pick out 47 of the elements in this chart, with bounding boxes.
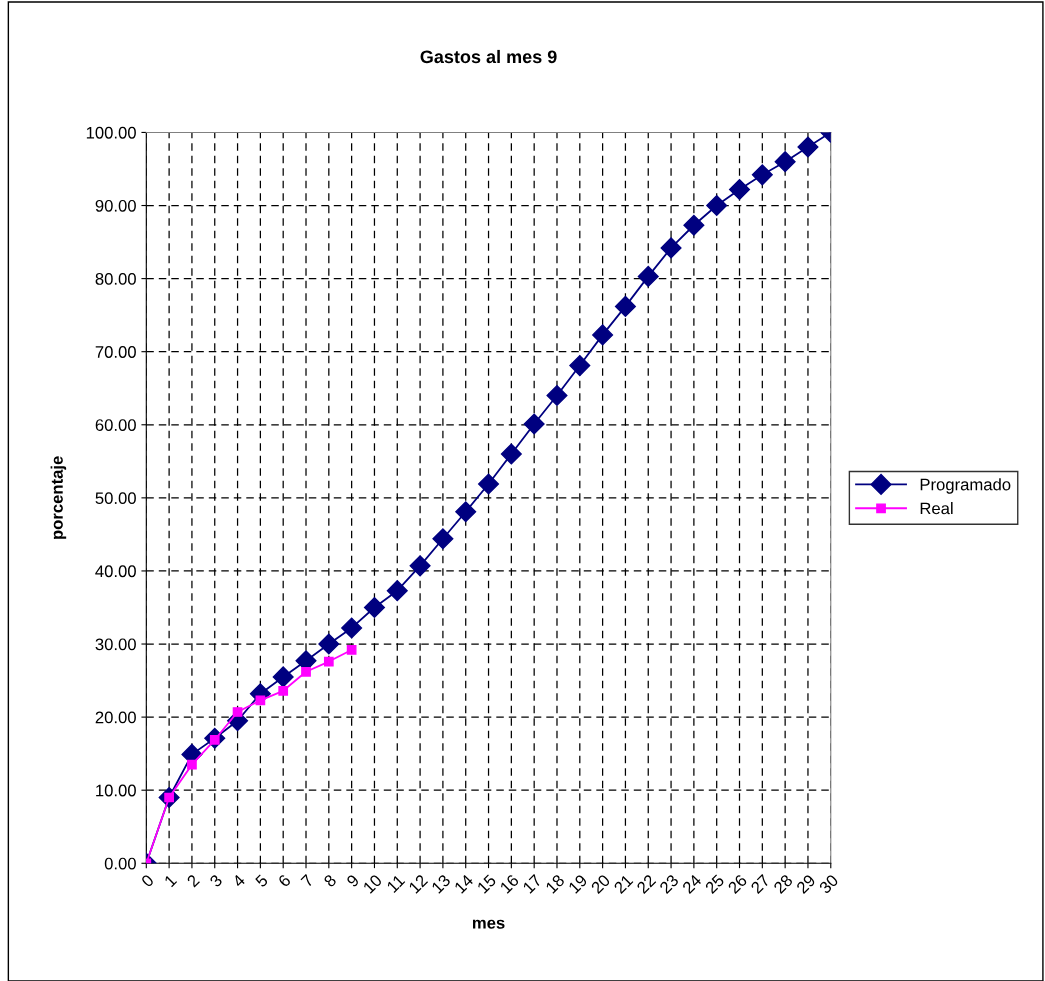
chart-title: Gastos al mes 9 bbox=[420, 49, 557, 64]
x-tick-label: 6 bbox=[277, 873, 292, 888]
x-tick-label: 26 bbox=[727, 873, 748, 895]
x-tick-label: 13 bbox=[431, 873, 452, 894]
y-tick-label: 0.00 bbox=[104, 857, 136, 870]
x-tick-label: 19 bbox=[567, 873, 588, 894]
y-tick-label: 50.00 bbox=[95, 492, 136, 505]
y-tick-label: 90.00 bbox=[95, 199, 136, 212]
x-tick-label: 5 bbox=[254, 873, 269, 888]
y-tick-label: 70.00 bbox=[95, 346, 136, 358]
x-tick-label: 12 bbox=[408, 873, 429, 894]
x-tick-label: 23 bbox=[658, 873, 680, 895]
x-tick-label: 21 bbox=[613, 873, 634, 895]
x-tick-label: 1 bbox=[163, 874, 178, 888]
x-tick-label: 0 bbox=[140, 873, 155, 888]
x-tick-label: 22 bbox=[636, 873, 657, 895]
x-tick-label: 24 bbox=[681, 873, 703, 895]
x-tick-label: 25 bbox=[704, 873, 725, 895]
x-axis-title: mes bbox=[472, 919, 505, 929]
x-tick-label: 15 bbox=[476, 873, 497, 894]
y-axis-title: porcentaje bbox=[50, 456, 67, 539]
y-tick-label: 10.00 bbox=[96, 784, 136, 797]
x-tick-label: 16 bbox=[499, 873, 520, 894]
x-tick-label: 9 bbox=[345, 873, 360, 888]
y-tick-label: 20.00 bbox=[95, 711, 136, 724]
x-tick-label: 14 bbox=[453, 873, 474, 894]
x-tick-label: 8 bbox=[323, 873, 337, 888]
x-tick-label: 30 bbox=[818, 873, 839, 895]
x-tick-label: 11 bbox=[386, 874, 406, 893]
y-tick-label: 80.00 bbox=[95, 273, 136, 285]
x-tick-label: 17 bbox=[522, 874, 543, 894]
legend-label: Programado bbox=[920, 478, 1011, 494]
y-tick-label: 100.00 bbox=[86, 126, 136, 139]
x-tick-label: 7 bbox=[300, 874, 314, 888]
x-tick-label: 20 bbox=[590, 873, 611, 895]
x-tick-label: 3 bbox=[208, 873, 223, 888]
x-tick-label: 10 bbox=[362, 873, 383, 894]
x-tick-label: 2 bbox=[186, 873, 200, 888]
x-tick-label: 4 bbox=[231, 873, 246, 888]
legend-label: Real bbox=[920, 502, 953, 515]
y-tick-label: 30.00 bbox=[95, 638, 136, 651]
x-tick-label: 28 bbox=[772, 873, 794, 895]
y-tick-label: 40.00 bbox=[95, 565, 136, 578]
x-tick-label: 27 bbox=[750, 873, 771, 895]
x-tick-label: 29 bbox=[795, 873, 817, 895]
x-tick-label: 18 bbox=[545, 873, 566, 894]
y-tick-label: 60.00 bbox=[95, 419, 136, 431]
